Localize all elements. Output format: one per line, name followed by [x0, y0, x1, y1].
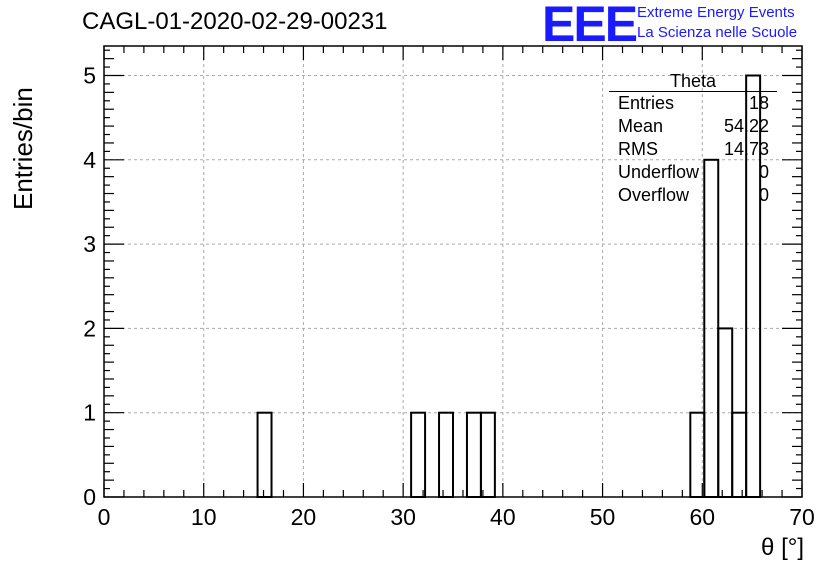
stats-label: Overflow [618, 185, 690, 205]
x-tick-label: 30 [390, 504, 416, 530]
stats-row-underflow: Underflow 0 [609, 161, 777, 184]
y-tick-label: 1 [83, 400, 96, 426]
x-tick-label: 50 [590, 504, 616, 530]
stats-label: Underflow [618, 162, 700, 182]
logo-line-1: Extreme Energy Events [637, 4, 795, 21]
stats-title: Theta [609, 70, 777, 92]
histogram-bar [256, 411, 273, 498]
stats-row-mean: Mean 54.22 [609, 115, 777, 138]
stats-label: Entries [618, 93, 675, 113]
y-tick-label: 4 [83, 147, 96, 173]
histogram-bar [479, 411, 496, 498]
stats-value: 0 [758, 185, 769, 205]
eee-logo: EEE [542, 0, 638, 52]
x-tick-label: 60 [689, 504, 715, 530]
logo-line-2: La Scienza nelle Scuole [637, 24, 798, 41]
x-tick-label: 0 [98, 504, 111, 530]
stats-value: 54.22 [723, 116, 769, 136]
stats-value: 18 [748, 93, 769, 113]
histogram-bar [410, 411, 427, 498]
x-tick-label: 20 [291, 504, 317, 530]
stats-row-entries: Entries 18 [609, 92, 777, 115]
y-tick-label: 2 [83, 315, 96, 341]
stats-label: RMS [618, 139, 658, 159]
axes: 0 10 20 30 40 50 60 70 0 1 2 3 4 5 [83, 45, 815, 530]
stats-value: 14.73 [723, 139, 769, 159]
histogram-bar [438, 411, 455, 498]
y-tick-label: 0 [83, 484, 96, 510]
y-tick-label: 3 [83, 231, 96, 257]
plot-frame [103, 45, 803, 498]
stats-label: Mean [618, 116, 664, 136]
stats-value: 0 [758, 162, 769, 182]
histogram-bar [465, 411, 482, 498]
logo-caption: Extreme Energy Events La Scienza nelle S… [637, 3, 797, 43]
histogram-bar [731, 411, 748, 498]
x-tick-label: 10 [191, 504, 217, 530]
stats-row-overflow: Overflow 0 [609, 184, 777, 207]
stats-box: Theta Entries 18 Mean 54.22 RMS 14.73 Un… [609, 70, 777, 207]
x-tick-label: 40 [490, 504, 516, 530]
y-tick-label: 5 [83, 63, 96, 89]
x-axis-label: θ [°] [761, 534, 804, 561]
x-tick-label: 70 [789, 504, 815, 530]
chart-title: CAGL-01-2020-02-29-00231 [82, 8, 388, 35]
stats-row-rms: RMS 14.73 [609, 138, 777, 161]
